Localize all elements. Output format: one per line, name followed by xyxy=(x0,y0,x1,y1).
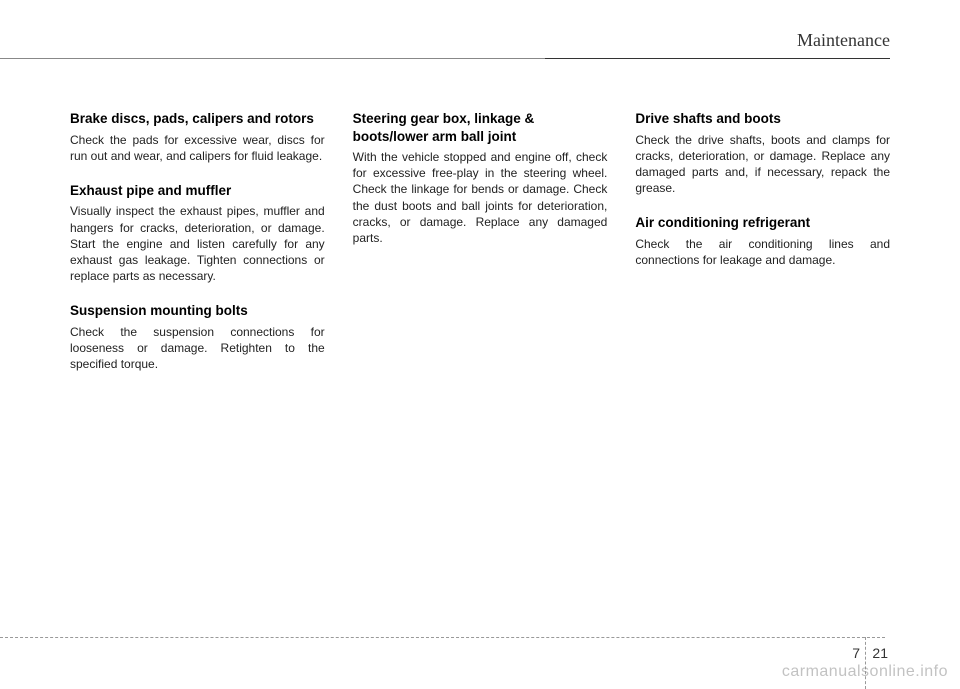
section-heading: Steering gear box, linkage & boots/lower… xyxy=(353,110,608,145)
column-middle: Steering gear box, linkage & boots/lower… xyxy=(353,110,608,391)
footer-rule-horizontal xyxy=(0,637,885,638)
header-rule-left xyxy=(0,58,545,59)
section-body: With the vehicle stopped and engine off,… xyxy=(353,149,608,246)
page-header: Maintenance xyxy=(70,30,890,80)
section-heading: Brake discs, pads, calipers and rotors xyxy=(70,110,325,128)
section-heading: Suspension mounting bolts xyxy=(70,302,325,320)
header-rule-right xyxy=(545,58,890,59)
column-left: Brake discs, pads, calipers and rotors C… xyxy=(70,110,325,391)
section-body: Check the pads for excessive wear, discs… xyxy=(70,132,325,164)
column-right: Drive shafts and boots Check the drive s… xyxy=(635,110,890,391)
section-heading: Exhaust pipe and muffler xyxy=(70,182,325,200)
section-body: Check the drive shafts, boots and clamps… xyxy=(635,132,890,197)
section-body: Check the suspension connections for loo… xyxy=(70,324,325,373)
section-heading: Air conditioning refrigerant xyxy=(635,214,890,232)
page-number: 21 xyxy=(872,645,888,661)
section-heading: Drive shafts and boots xyxy=(635,110,890,128)
watermark: carmanualsonline.info xyxy=(782,663,948,681)
content-columns: Brake discs, pads, calipers and rotors C… xyxy=(70,110,890,391)
section-body: Check the air conditioning lines and con… xyxy=(635,236,890,268)
chapter-number: 7 xyxy=(852,645,860,661)
section-body: Visually inspect the exhaust pipes, muff… xyxy=(70,203,325,284)
header-title: Maintenance xyxy=(797,30,890,51)
